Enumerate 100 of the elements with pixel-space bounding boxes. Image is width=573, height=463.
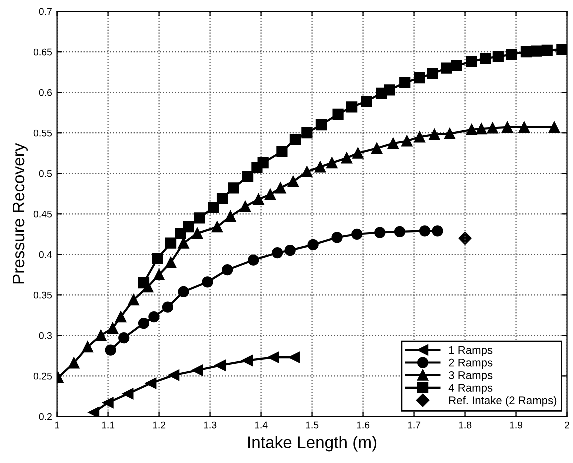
point <box>152 253 164 264</box>
point <box>168 370 180 381</box>
point <box>138 318 150 330</box>
point <box>138 277 150 289</box>
x-tick-label: 1.1 <box>102 422 115 429</box>
point <box>288 176 299 188</box>
x-tick-label: 1.7 <box>408 422 421 429</box>
x-tick-label: 1 <box>55 422 60 429</box>
y-tick-label: 0.25 <box>34 372 52 380</box>
y-tick-label: 0.35 <box>34 292 52 299</box>
point <box>154 269 165 280</box>
point <box>419 226 431 237</box>
point <box>361 96 372 108</box>
point <box>222 264 234 276</box>
point <box>240 201 252 212</box>
point <box>290 134 302 146</box>
legend-label: 2 Ramps <box>449 358 493 369</box>
y-tick-label: 0.3 <box>39 332 52 340</box>
point <box>192 364 204 376</box>
point <box>480 53 492 64</box>
point <box>276 146 288 158</box>
y-tick-label: 0.2 <box>39 413 52 420</box>
point <box>352 148 364 159</box>
point <box>302 128 313 139</box>
x-tick-label: 1.4 <box>255 422 268 429</box>
point <box>429 129 440 140</box>
legend-label: Ref. Intake (2 Ramps) <box>450 396 557 407</box>
point <box>374 227 386 238</box>
point <box>216 193 228 204</box>
point <box>487 122 498 134</box>
point <box>102 397 114 408</box>
point <box>371 142 383 154</box>
x-axis-title: Intake Length (m) <box>248 436 377 452</box>
point <box>288 352 300 364</box>
point <box>208 202 220 214</box>
x-tick-label: 1.8 <box>459 422 472 429</box>
y-axis-title: Pressure Recovery <box>13 143 28 284</box>
point <box>212 222 223 233</box>
y-tick-label: 0.6 <box>39 89 52 96</box>
point <box>384 84 396 96</box>
point <box>264 189 276 200</box>
point <box>122 388 134 400</box>
point <box>242 171 254 182</box>
point <box>225 211 236 222</box>
point <box>332 108 344 120</box>
x-tick-label: 2 <box>565 422 570 429</box>
y-tick-label: 0.7 <box>39 8 52 16</box>
point <box>148 311 160 323</box>
point <box>548 122 560 133</box>
point <box>451 60 462 72</box>
point <box>275 182 286 194</box>
point <box>466 124 478 136</box>
point <box>414 132 426 143</box>
y-tick-label: 0.55 <box>34 130 52 137</box>
point <box>107 322 118 334</box>
point <box>441 62 452 74</box>
point <box>432 226 444 237</box>
point <box>115 311 127 323</box>
legend-label: 4 Ramps <box>448 384 493 394</box>
point <box>314 162 326 173</box>
point <box>228 182 240 194</box>
point <box>402 136 413 147</box>
point <box>326 158 338 169</box>
point <box>194 212 206 224</box>
point <box>394 226 406 238</box>
point <box>146 378 157 390</box>
x-tick-label: 1.6 <box>357 422 370 429</box>
point <box>308 239 319 250</box>
point <box>162 302 174 313</box>
point <box>316 119 328 131</box>
point <box>520 46 532 58</box>
point <box>258 158 269 169</box>
point <box>444 128 456 140</box>
point <box>88 407 100 417</box>
point <box>458 232 472 246</box>
point <box>175 228 186 240</box>
point <box>414 72 426 84</box>
point <box>118 332 130 344</box>
point <box>165 238 177 249</box>
point <box>68 358 80 369</box>
point <box>178 238 190 249</box>
x-tick-label: 1.5 <box>306 422 319 429</box>
point <box>476 124 488 135</box>
point <box>506 48 518 60</box>
point <box>542 44 553 56</box>
point <box>82 341 94 353</box>
point <box>183 222 194 233</box>
point <box>214 360 226 372</box>
point <box>202 276 214 288</box>
point <box>253 194 264 206</box>
point <box>165 257 177 268</box>
point <box>531 46 542 57</box>
point <box>192 228 204 240</box>
point <box>556 44 568 56</box>
x-tick-label: 1.9 <box>510 422 523 429</box>
point <box>400 77 411 88</box>
point <box>268 352 280 364</box>
point <box>388 138 399 150</box>
point <box>466 56 478 68</box>
point <box>128 294 140 306</box>
